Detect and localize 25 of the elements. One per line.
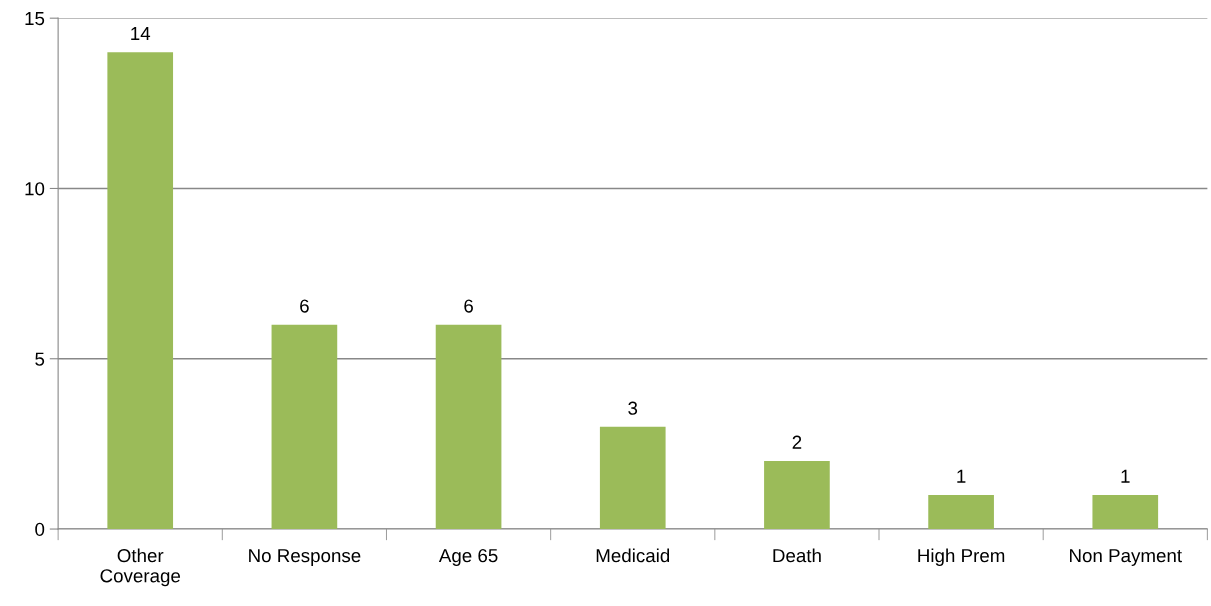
data-label: 3 [628, 401, 638, 415]
x-tick-label: Non Payment [1070, 549, 1182, 566]
bar [764, 460, 830, 530]
x-tick-label: Other Coverage [100, 548, 181, 587]
y-tick-label: 0 [35, 522, 45, 537]
data-label: 6 [464, 299, 473, 313]
bar [928, 494, 994, 530]
bar [1092, 494, 1159, 530]
data-label: 1 [957, 469, 966, 483]
x-tick-label: Death [773, 548, 821, 563]
data-label: 14 [131, 27, 151, 41]
data-label: 6 [300, 299, 309, 313]
bar [107, 52, 174, 530]
bar [435, 324, 502, 530]
y-tick-label: 15 [25, 12, 45, 26]
bar [599, 426, 666, 530]
y-tick-label: 5 [35, 352, 45, 366]
x-tick-label: High Prem [918, 548, 1005, 566]
bar [271, 324, 338, 530]
y-tick-label: 10 [25, 182, 45, 196]
data-label: 2 [792, 435, 802, 449]
x-tick-label: Medicaid [596, 548, 670, 563]
x-tick-label: No Response [249, 549, 361, 566]
x-tick-label: Age 65 [438, 548, 498, 566]
data-label: 1 [1121, 469, 1130, 483]
